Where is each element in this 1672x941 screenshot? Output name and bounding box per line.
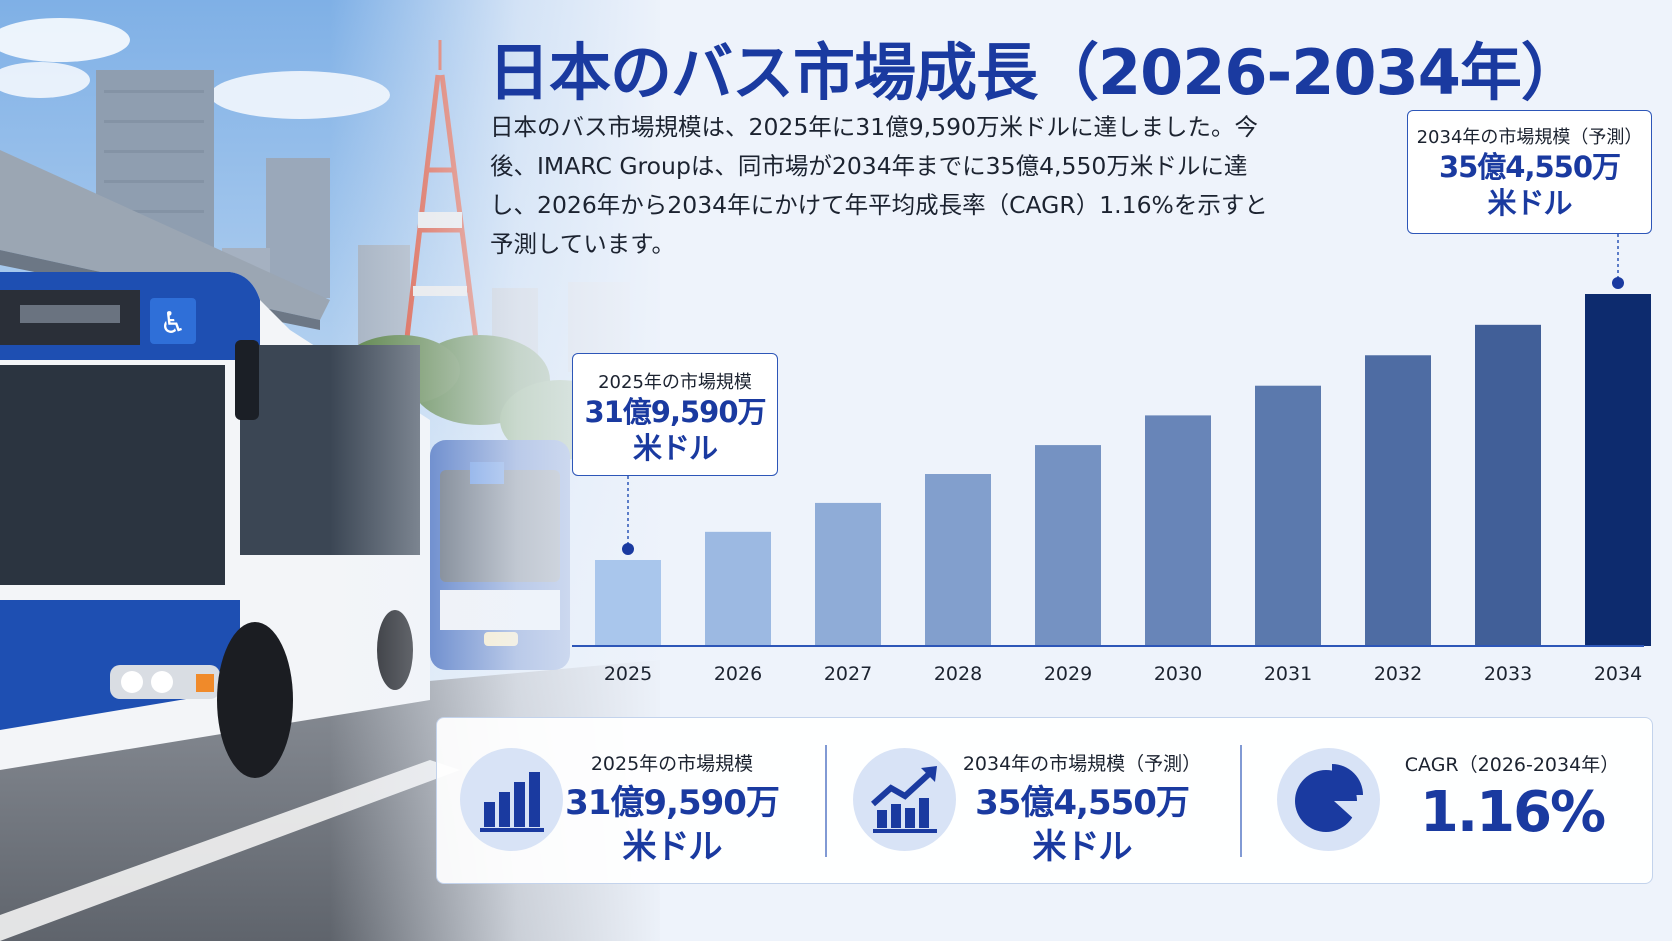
x-tick-label: 2029 (1044, 663, 1092, 685)
bar-2030 (1145, 415, 1211, 646)
callout-2034-label: 2034年の市場規模（予測） (1416, 127, 1643, 148)
x-tick-label: 2026 (714, 663, 762, 685)
growth-chart-icon (853, 748, 956, 851)
x-tick-label: 2031 (1264, 663, 1312, 685)
callout-2034-unit: 米ドル (1487, 186, 1572, 220)
leader-dot (622, 543, 634, 555)
page-title: 日本のバス市場成長（2026-2034年） (488, 36, 1583, 109)
x-tick-label: 2034 (1594, 663, 1642, 685)
stat-2025-value: 31億9,590万 (565, 783, 780, 823)
callout-leaders (622, 234, 1624, 555)
stat-2034-value: 35億4,550万 (975, 783, 1190, 823)
x-tick-label: 2025 (604, 663, 652, 685)
leader-dot (1612, 277, 1624, 289)
callout-2034-value: 35億4,550万 (1438, 150, 1621, 184)
bar-2026 (705, 531, 771, 646)
stat-divider (1240, 745, 1242, 857)
bar-2029 (1035, 445, 1101, 646)
stat-2034-unit: 米ドル (1032, 827, 1133, 867)
callout-2025-unit: 米ドル (632, 431, 718, 465)
bar-2027 (815, 502, 881, 646)
bar-chart-icon (460, 748, 563, 851)
bar-2033 (1475, 324, 1541, 646)
x-tick-label: 2032 (1374, 663, 1422, 685)
callout-2034-market-size: 2034年の市場規模（予測） 35億4,550万 米ドル (1407, 110, 1652, 234)
stat-2025-label: 2025年の市場規模 (590, 753, 754, 775)
stat-cagr-value: 1.16% (1419, 780, 1606, 845)
x-tick-label: 2028 (934, 663, 982, 685)
callout-2025-value: 31億9,590万 (584, 395, 766, 429)
market-description: 日本のバス市場規模は、2025年に31億9,590万米ドルに達しました。今後、I… (490, 113, 1268, 258)
callout-2025-label: 2025年の市場規模 (598, 372, 752, 393)
svg-text:♿: ♿ (160, 306, 187, 341)
callout-2025-market-size: 2025年の市場規模 31億9,590万 米ドル (572, 353, 778, 476)
stat-2025-unit: 米ドル (622, 827, 723, 867)
stat-divider (825, 745, 827, 857)
bar-2034 (1585, 294, 1651, 646)
x-tick-labels: 2025 2026 2027 2028 2029 2030 2031 2032 2033 2034 (604, 663, 1642, 685)
stat-2034-label: 2034年の市場規模（予測） (962, 753, 1202, 775)
bar-2025 (595, 560, 661, 646)
summary-stats-panel: 2025年の市場規模 31億9,590万 米ドル 2034年の市場規模（予測） … (436, 717, 1653, 884)
x-tick-label: 2027 (824, 663, 872, 685)
pie-chart-icon (1277, 748, 1380, 851)
x-tick-label: 2030 (1154, 663, 1202, 685)
x-tick-label: 2033 (1484, 663, 1532, 685)
bar-group (595, 294, 1651, 646)
bar-2031 (1255, 385, 1321, 646)
bar-2032 (1365, 355, 1431, 646)
bar-2028 (925, 473, 991, 646)
stat-cagr-label: CAGR（2026-2034年） (1404, 754, 1620, 776)
